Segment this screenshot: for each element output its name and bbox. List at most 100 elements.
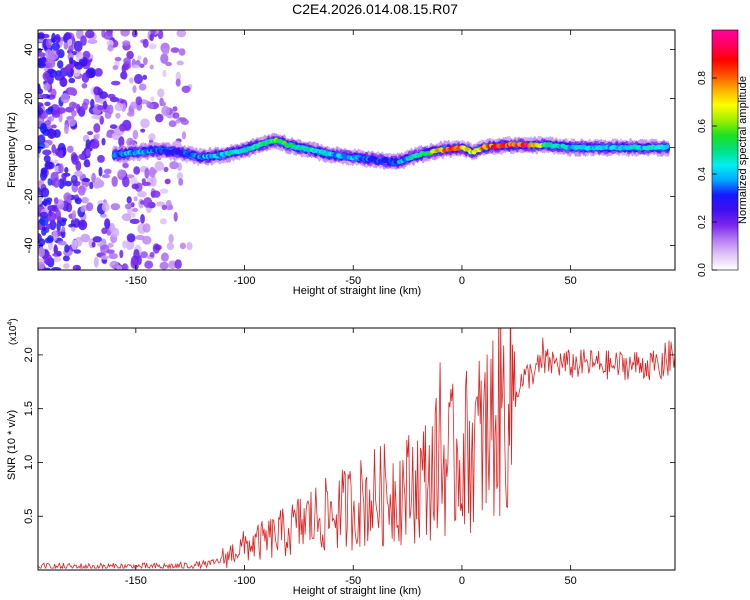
noise-blob — [166, 242, 175, 251]
noise-blob — [107, 242, 114, 248]
noise-blob — [94, 94, 100, 103]
noise-blob — [106, 133, 114, 138]
noise-blob — [85, 30, 95, 39]
noise-blob — [38, 246, 45, 258]
noise-blob — [57, 60, 64, 69]
noise-blob — [140, 128, 146, 133]
noise-blob — [71, 154, 79, 165]
top-y-axis: 40 20 0 -20 -40 — [23, 43, 675, 253]
noise-blob — [161, 204, 168, 210]
noise-blob — [144, 167, 150, 179]
noise-blob — [170, 47, 180, 53]
noise-blob — [122, 40, 131, 46]
noise-blob — [142, 235, 152, 245]
noise-blob — [126, 196, 132, 204]
noise-blob — [56, 107, 66, 114]
noise-blob — [155, 113, 164, 123]
noise-blob — [107, 93, 116, 99]
noise-blob — [178, 48, 186, 56]
noise-blob — [56, 199, 65, 210]
noise-blob — [39, 122, 48, 134]
noise-blob — [130, 258, 138, 269]
noise-blob — [67, 87, 77, 96]
noise-blob — [42, 149, 52, 156]
noise-blob — [101, 227, 108, 235]
noise-blob — [38, 102, 44, 108]
noise-blob — [38, 32, 45, 40]
noise-blob — [131, 183, 139, 190]
y-tick-label: -40 — [23, 238, 35, 254]
noise-blob — [74, 61, 84, 70]
noise-blob — [150, 96, 155, 102]
noise-blob — [149, 251, 155, 258]
noise-blob — [73, 40, 83, 52]
noise-blob — [172, 106, 178, 112]
noise-blob — [93, 123, 101, 133]
noise-blob — [132, 85, 137, 93]
noise-blob — [38, 261, 45, 270]
noise-blob — [162, 47, 170, 55]
colorbar: 0.0 0.2 0.4 0.6 0.8 Normalized spectral ampl… — [697, 29, 749, 277]
noise-blob — [106, 39, 114, 47]
noise-blob — [142, 38, 149, 49]
noise-blob — [58, 163, 64, 174]
noise-blob — [121, 213, 132, 222]
noise-blob — [80, 233, 91, 243]
noise-blob — [43, 82, 51, 91]
y-tick-label: 1.5 — [23, 401, 35, 416]
noise-blob — [161, 105, 170, 116]
noise-blob — [123, 57, 131, 64]
noise-blob — [133, 196, 138, 202]
x-tick-label: -100 — [234, 275, 256, 287]
noise-blob — [78, 53, 84, 60]
noise-blob — [127, 111, 135, 117]
noise-blob — [60, 93, 70, 104]
noise-blob — [186, 241, 193, 251]
noise-blob — [124, 203, 132, 210]
noise-blob — [122, 240, 127, 249]
noise-blob — [134, 73, 143, 85]
noise-blob — [57, 240, 67, 246]
noise-blob — [90, 98, 95, 109]
noise-blob — [168, 233, 174, 244]
noise-blob — [77, 185, 86, 196]
noise-blob — [81, 83, 88, 89]
y-tick-label: 40 — [23, 43, 35, 55]
noise-blob — [140, 251, 148, 259]
noise-blob — [181, 85, 191, 94]
noise-blob — [71, 226, 76, 232]
noise-blob — [81, 72, 90, 83]
noise-blob — [45, 223, 52, 230]
noise-blob — [86, 161, 91, 168]
noise-blob — [101, 174, 111, 179]
noise-blob — [120, 30, 130, 37]
noise-blob — [176, 30, 187, 38]
noise-blob — [63, 263, 70, 269]
noise-blob — [139, 63, 145, 68]
noise-blob — [86, 202, 94, 212]
noise-blob — [133, 249, 140, 260]
noise-blob — [146, 101, 152, 108]
noise-blob — [174, 259, 182, 269]
noise-blob — [47, 106, 54, 112]
noise-blob — [51, 124, 57, 129]
noise-blob — [72, 180, 81, 187]
noise-blob — [56, 250, 62, 256]
noise-blob — [130, 212, 136, 218]
snr-line-group — [38, 328, 675, 570]
noise-blob — [130, 101, 137, 110]
noise-blob — [150, 30, 156, 35]
bottom-x-axis: -150 -100 -50 0 50 — [125, 328, 577, 587]
noise-blob — [80, 35, 87, 46]
noise-blob — [91, 114, 101, 120]
noise-blob — [38, 233, 42, 244]
noise-blob — [59, 149, 64, 158]
noise-blob — [64, 123, 69, 135]
noise-blob — [39, 211, 49, 219]
noise-blob — [133, 166, 141, 175]
noise-blob — [118, 136, 125, 148]
noise-blob — [143, 57, 148, 65]
noise-blob — [119, 123, 127, 132]
noise-blob — [149, 64, 154, 70]
noise-blob — [161, 101, 166, 107]
